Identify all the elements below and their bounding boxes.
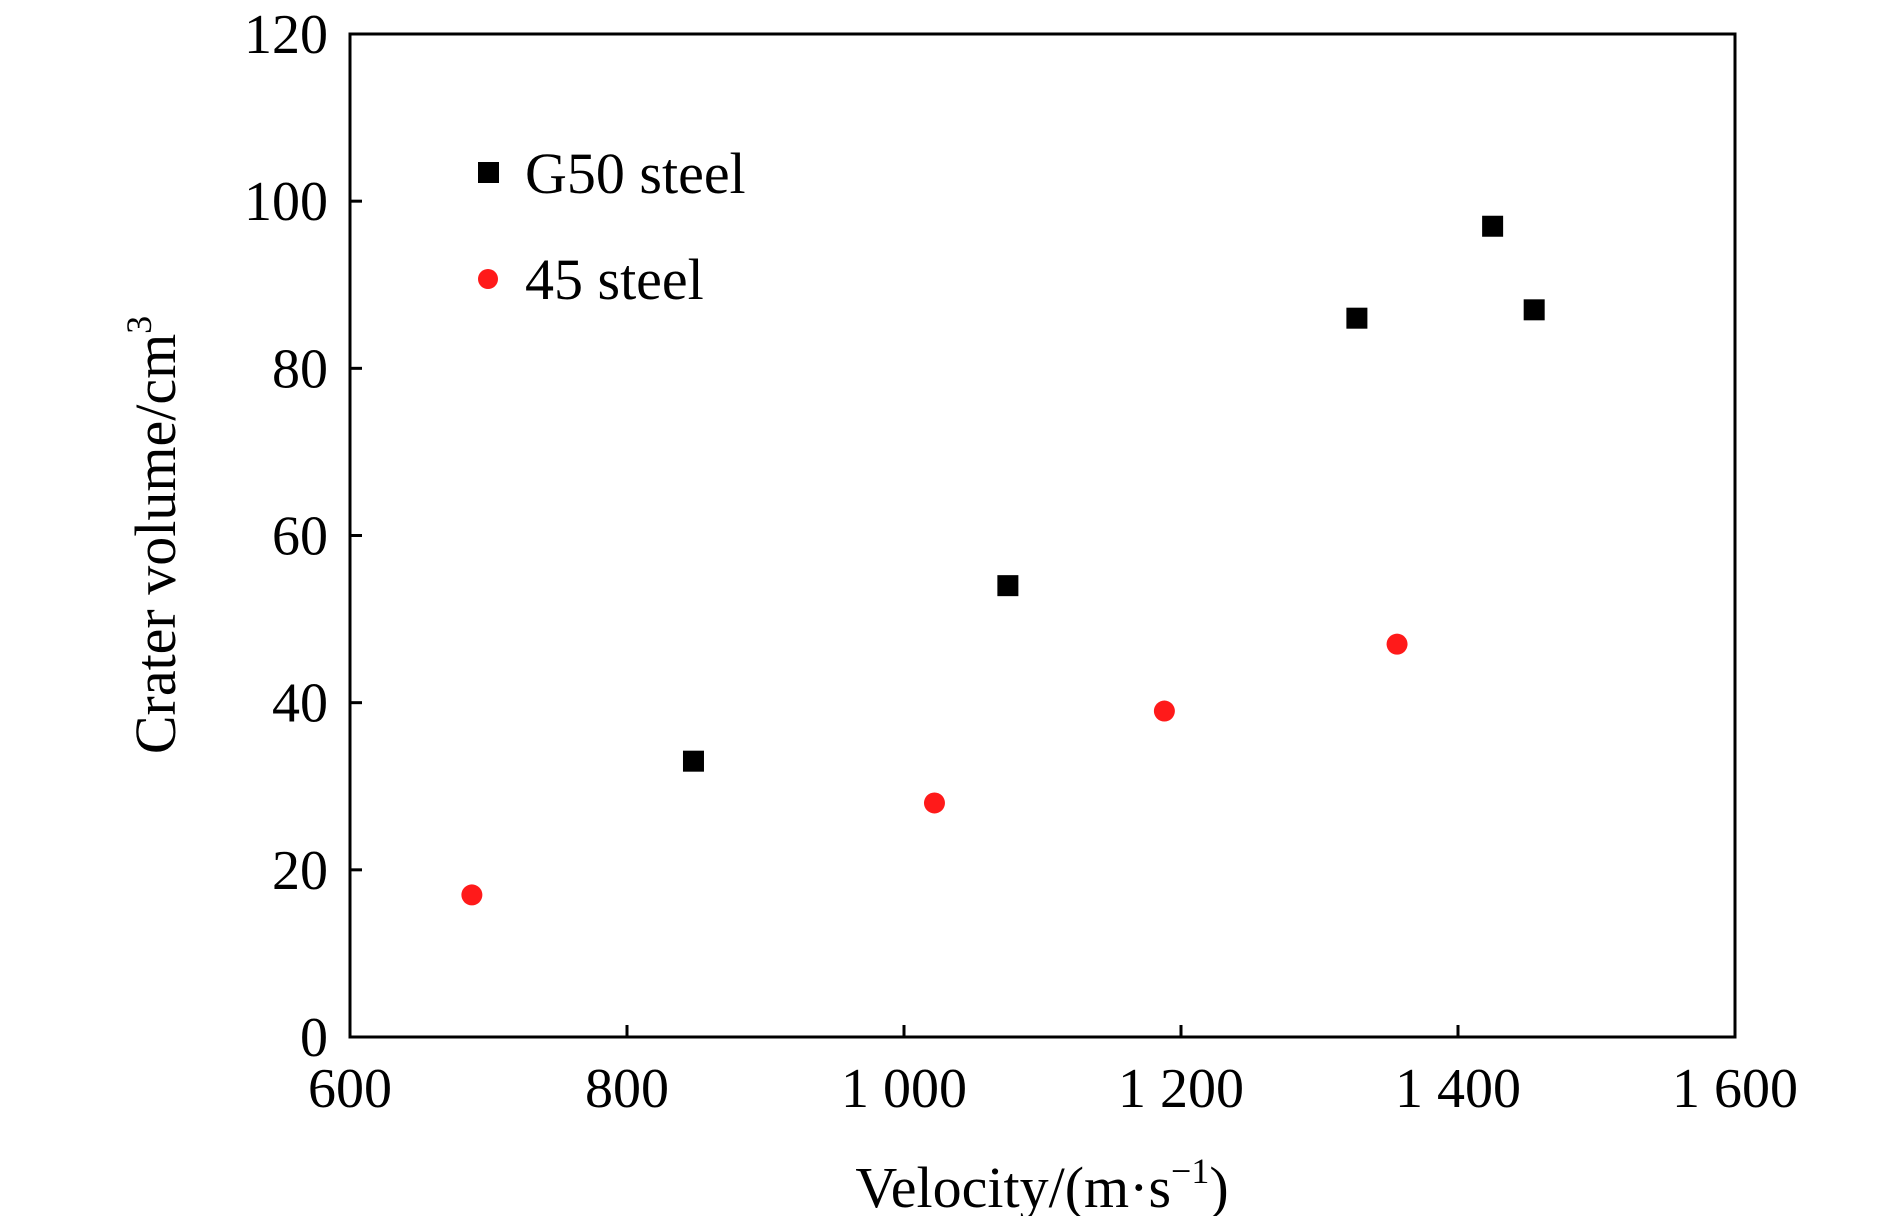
y-tick-label-20: 20 [272,840,328,902]
x-axis-title-text: Velocity/(m·s [855,1155,1171,1216]
x-tick-label-1-400: 1 400 [1395,1058,1521,1120]
x-tick-label-800: 800 [585,1058,669,1120]
data-point-g50-steel-5 [1523,299,1545,321]
x-axis-title: Velocity/(m·s−1) [855,1151,1228,1216]
data-points [461,215,1545,906]
y-axis-title-text: Crater volume/cm [123,334,188,754]
x-axis: 600 800 1 000 1 200 1 400 1 600 [308,1025,1798,1120]
x-axis-title-end: ) [1209,1155,1228,1216]
data-point-45-steel-1 [461,884,483,906]
x-tick-label-1-000: 1 000 [841,1058,967,1120]
y-tick-label-60: 60 [272,506,328,568]
y-axis: 0 20 40 60 80 100 120 [244,4,362,1069]
data-point-45-steel-3 [1153,700,1175,722]
x-tick-label-1-600: 1 600 [1672,1058,1798,1120]
data-point-g50-steel-3 [1346,307,1368,329]
y-tick-label-80: 80 [272,338,328,400]
x-tick-label-600: 600 [308,1058,392,1120]
y-tick-label-40: 40 [272,673,328,735]
legend-marker-g50-steel [478,162,499,183]
x-tick-label-1-200: 1 200 [1118,1058,1244,1120]
x-axis-title-superscript: −1 [1171,1151,1209,1191]
y-axis-title: Crater volume/cm3 [119,316,188,754]
data-point-g50-steel-2 [997,575,1019,597]
y-axis-title-superscript: 3 [119,316,159,334]
data-point-45-steel-2 [923,792,945,814]
data-point-g50-steel-4 [1482,215,1504,237]
y-tick-label-100: 100 [244,171,328,233]
legend-label-45-steel: 45 steel [525,247,704,312]
legend: G50 steel 45 steel [478,141,746,312]
data-point-g50-steel-1 [682,750,704,772]
legend-label-g50-steel: G50 steel [525,141,746,206]
y-tick-label-0: 0 [300,1007,328,1069]
y-tick-label-120: 120 [244,4,328,66]
data-point-45-steel-4 [1386,633,1408,655]
legend-marker-45-steel [478,269,498,289]
